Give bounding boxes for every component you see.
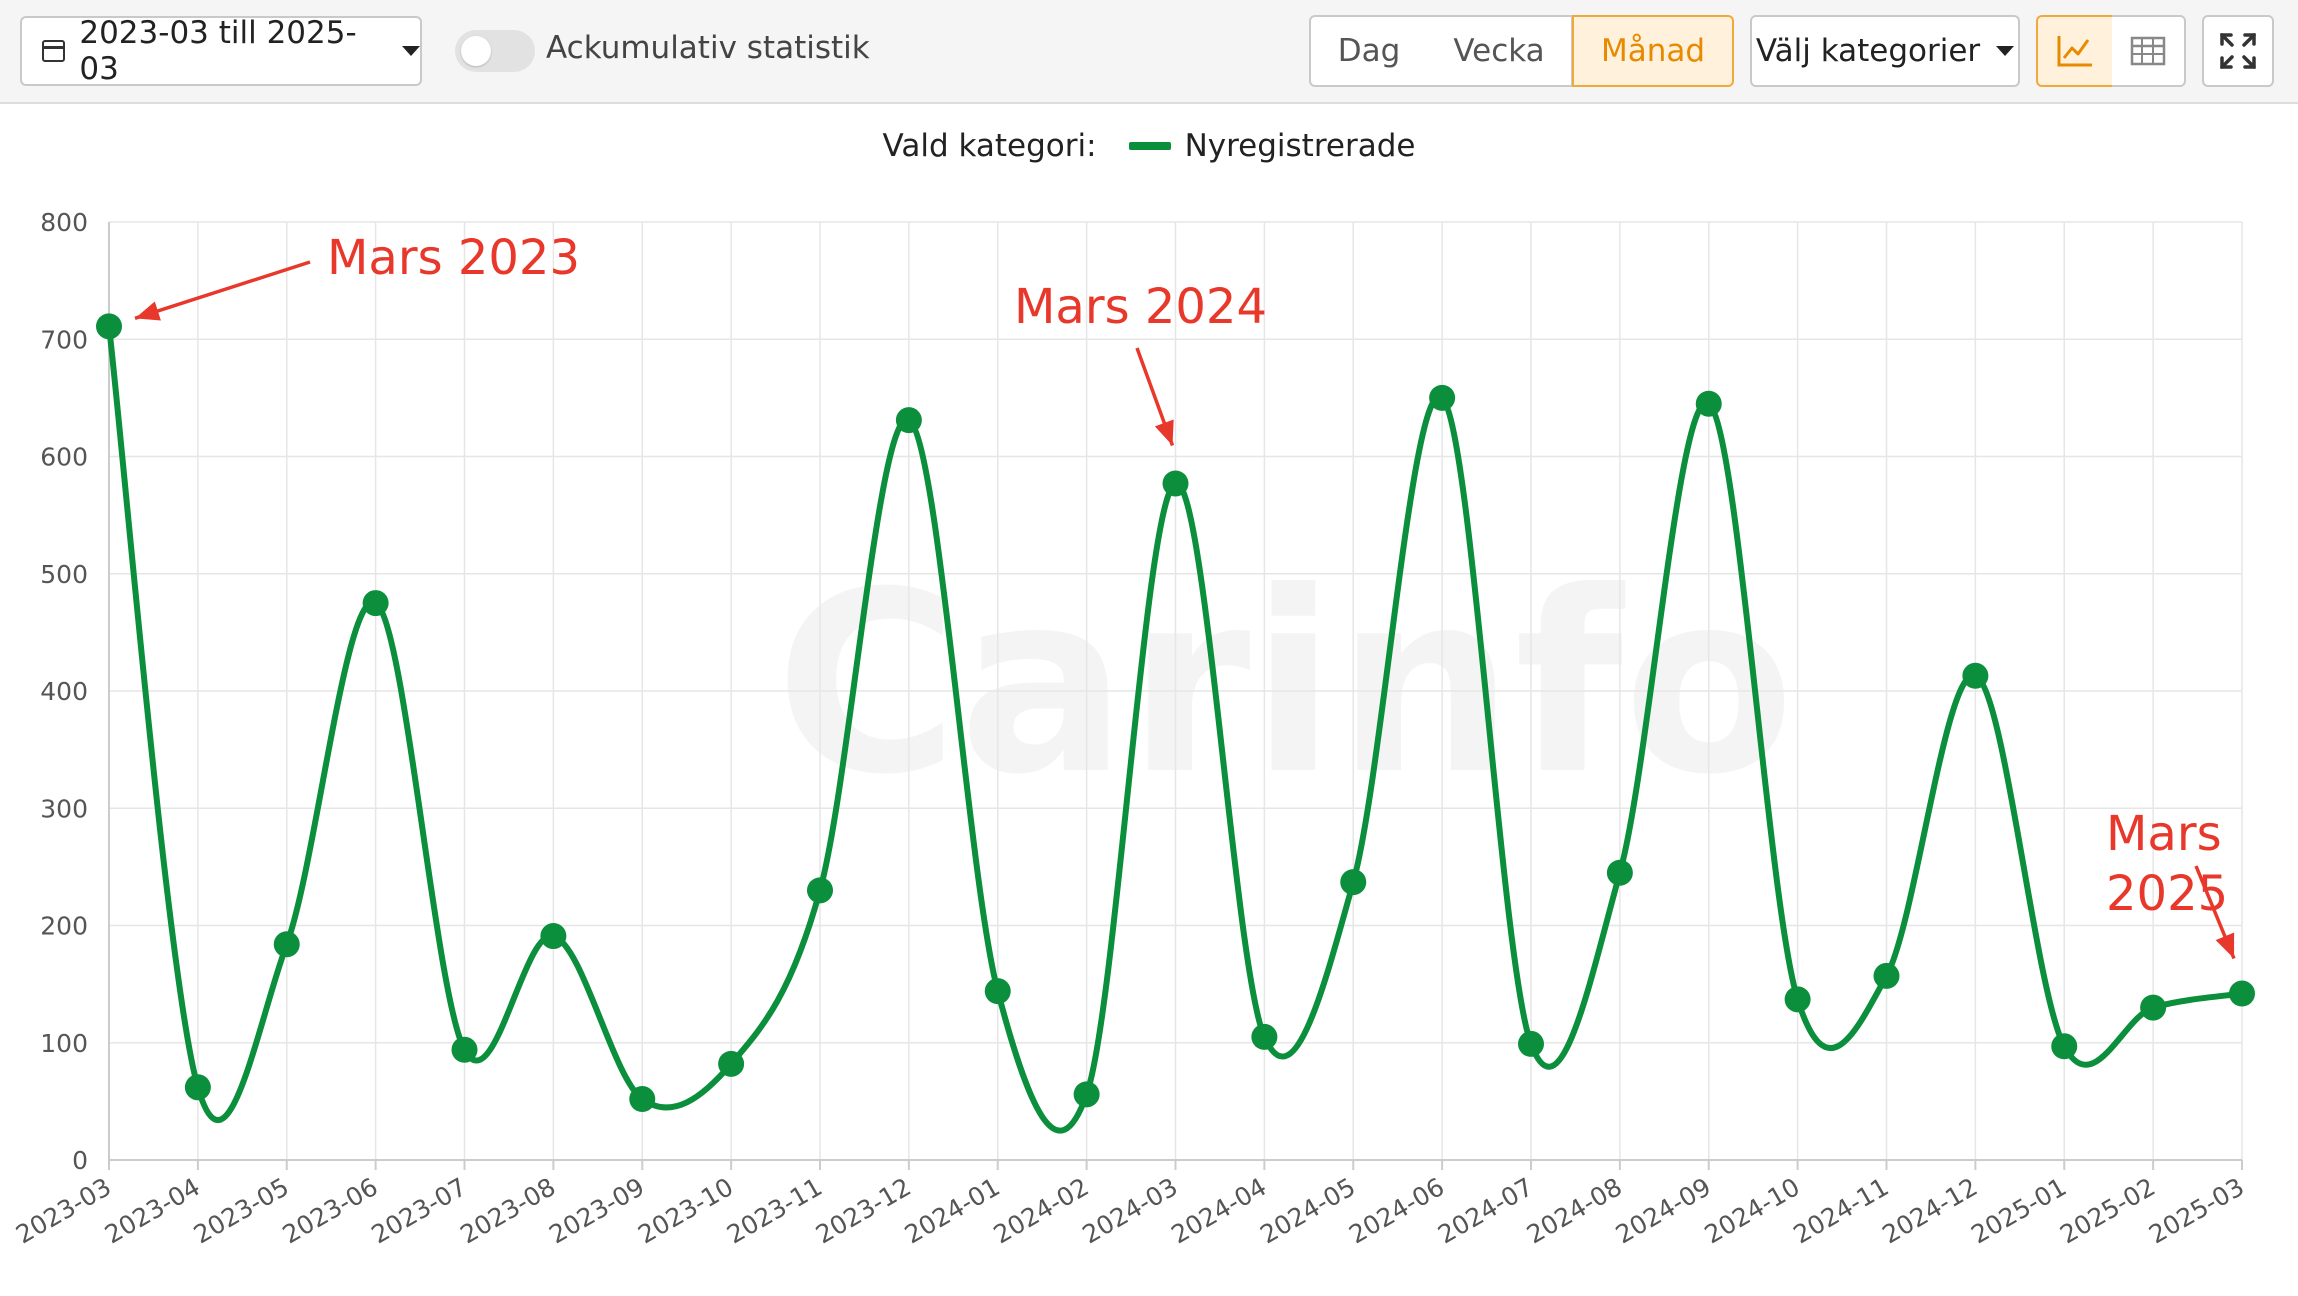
cumulative-toggle[interactable] bbox=[455, 30, 535, 72]
x-tick-label: 2023-05 bbox=[189, 1172, 294, 1249]
data-point[interactable] bbox=[718, 1050, 745, 1077]
legend-prefix: Vald kategori: bbox=[882, 128, 1097, 164]
table-view-button[interactable] bbox=[2112, 15, 2186, 87]
watermark: Carinfo bbox=[775, 538, 1795, 829]
fullscreen-button[interactable] bbox=[2202, 15, 2274, 87]
data-point[interactable] bbox=[1873, 962, 1900, 989]
data-point[interactable] bbox=[451, 1036, 478, 1063]
y-tick-label: 200 bbox=[40, 912, 88, 941]
data-point[interactable] bbox=[2229, 980, 2255, 1007]
select-categories-label: Välj kategorier bbox=[1755, 33, 1981, 69]
data-point[interactable] bbox=[184, 1074, 211, 1101]
x-tick-label: 2024-09 bbox=[1611, 1172, 1716, 1249]
x-tick-label: 2024-01 bbox=[900, 1172, 1005, 1249]
data-point[interactable] bbox=[984, 978, 1011, 1005]
select-categories-button[interactable]: Välj kategorier bbox=[1750, 15, 2020, 87]
x-tick-label: 2023-06 bbox=[278, 1172, 383, 1249]
data-point[interactable] bbox=[807, 877, 833, 904]
period-month-button[interactable]: Månad bbox=[1572, 15, 1734, 87]
data-point[interactable] bbox=[540, 923, 567, 950]
legend-swatch bbox=[1128, 142, 1171, 150]
data-point[interactable] bbox=[1518, 1030, 1544, 1057]
x-tick-label: 2025-01 bbox=[1966, 1172, 2071, 1249]
fullscreen-icon bbox=[2220, 33, 2256, 69]
data-point[interactable] bbox=[1429, 384, 1456, 411]
annotation-label: Mars 2023 bbox=[327, 230, 580, 286]
data-point[interactable] bbox=[1962, 662, 1989, 689]
x-tick-label: 2023-04 bbox=[100, 1172, 205, 1249]
data-point[interactable] bbox=[1162, 470, 1189, 497]
period-day-button[interactable]: Dag bbox=[1309, 15, 1429, 87]
x-tick-label: 2024-07 bbox=[1433, 1172, 1538, 1249]
chevron-down-icon bbox=[402, 46, 420, 56]
y-tick-label: 0 bbox=[72, 1146, 88, 1175]
data-point[interactable] bbox=[2140, 994, 2167, 1021]
x-tick-label: 2024-02 bbox=[989, 1172, 1094, 1249]
data-point[interactable] bbox=[1340, 869, 1367, 896]
table-view-icon bbox=[2130, 36, 2166, 66]
x-axis-ticks: 2023-032023-042023-052023-062023-072023-… bbox=[11, 1160, 2249, 1249]
chart-legend: Vald kategori: Nyregistrerade bbox=[0, 128, 2298, 164]
legend-series-name[interactable]: Nyregistrerade bbox=[1184, 128, 1416, 164]
data-points bbox=[96, 313, 2255, 1113]
y-tick-label: 500 bbox=[40, 560, 88, 589]
x-tick-label: 2023-08 bbox=[455, 1172, 560, 1249]
annotation-arrow bbox=[134, 260, 311, 321]
chart-view-icon bbox=[2057, 36, 2092, 67]
y-tick-label: 800 bbox=[40, 208, 88, 237]
annotation-arrowhead bbox=[135, 301, 161, 321]
y-axis-ticks: 0 100 200 300 400 500 600 700 800 bbox=[40, 208, 88, 1175]
grid-lines bbox=[108, 221, 2243, 1161]
y-tick-label: 600 bbox=[40, 443, 88, 472]
x-tick-label: 2025-03 bbox=[2144, 1172, 2249, 1249]
x-tick-label: 2023-07 bbox=[367, 1172, 472, 1249]
date-range-picker[interactable]: 2023-03 till 2025-03 bbox=[20, 15, 422, 87]
x-tick-label: 2023-11 bbox=[722, 1172, 827, 1249]
y-tick-label: 100 bbox=[40, 1029, 88, 1058]
x-tick-label: 2023-12 bbox=[811, 1172, 916, 1249]
x-tick-label: 2023-09 bbox=[544, 1172, 649, 1249]
data-point[interactable] bbox=[1251, 1023, 1278, 1050]
chevron-down-icon bbox=[1996, 46, 2015, 56]
x-tick-label: 2024-06 bbox=[1344, 1172, 1449, 1249]
y-tick-label: 400 bbox=[40, 677, 88, 706]
data-point[interactable] bbox=[1784, 986, 1811, 1013]
y-tick-label: 700 bbox=[40, 325, 88, 354]
data-point[interactable] bbox=[273, 931, 300, 958]
annotation-label: Mars 2024 bbox=[1014, 279, 1267, 335]
annotation-arrowhead bbox=[1154, 419, 1174, 446]
x-tick-label: 2025-02 bbox=[2055, 1172, 2160, 1249]
x-tick-label: 2024-05 bbox=[1255, 1172, 1360, 1249]
data-point[interactable] bbox=[1073, 1081, 1100, 1108]
x-tick-label: 2024-04 bbox=[1166, 1172, 1271, 1249]
x-tick-label: 2024-11 bbox=[1789, 1172, 1894, 1249]
x-tick-label: 2024-12 bbox=[1877, 1172, 1982, 1249]
data-point[interactable] bbox=[362, 590, 389, 617]
x-tick-label: 2024-10 bbox=[1700, 1172, 1805, 1249]
data-point[interactable] bbox=[2051, 1033, 2078, 1060]
watermark-text: Carinfo bbox=[775, 538, 1795, 829]
data-point[interactable] bbox=[1695, 390, 1722, 417]
cumulative-label: Ackumulativ statistik bbox=[546, 30, 870, 66]
x-tick-label: 2023-03 bbox=[11, 1172, 116, 1249]
annotation-label: 2025 bbox=[2106, 866, 2228, 922]
x-tick-label: 2024-03 bbox=[1078, 1172, 1183, 1249]
date-range-label: 2023-03 till 2025-03 bbox=[79, 15, 357, 87]
data-point[interactable] bbox=[895, 407, 922, 434]
data-point[interactable] bbox=[1606, 859, 1633, 886]
y-tick-label: 300 bbox=[40, 794, 88, 823]
chart-toolbar: 2023-03 till 2025-03 Ackumulativ statist… bbox=[0, 0, 2298, 104]
annotation-arrowhead bbox=[2215, 932, 2235, 959]
annotation-label: Mars bbox=[2106, 806, 2222, 862]
calendar-icon bbox=[42, 40, 66, 62]
x-tick-label: 2023-10 bbox=[633, 1172, 738, 1249]
data-point[interactable] bbox=[96, 313, 122, 340]
data-point[interactable] bbox=[629, 1086, 656, 1113]
period-week-button[interactable]: Vecka bbox=[1427, 15, 1573, 87]
x-tick-label: 2024-08 bbox=[1522, 1172, 1627, 1249]
